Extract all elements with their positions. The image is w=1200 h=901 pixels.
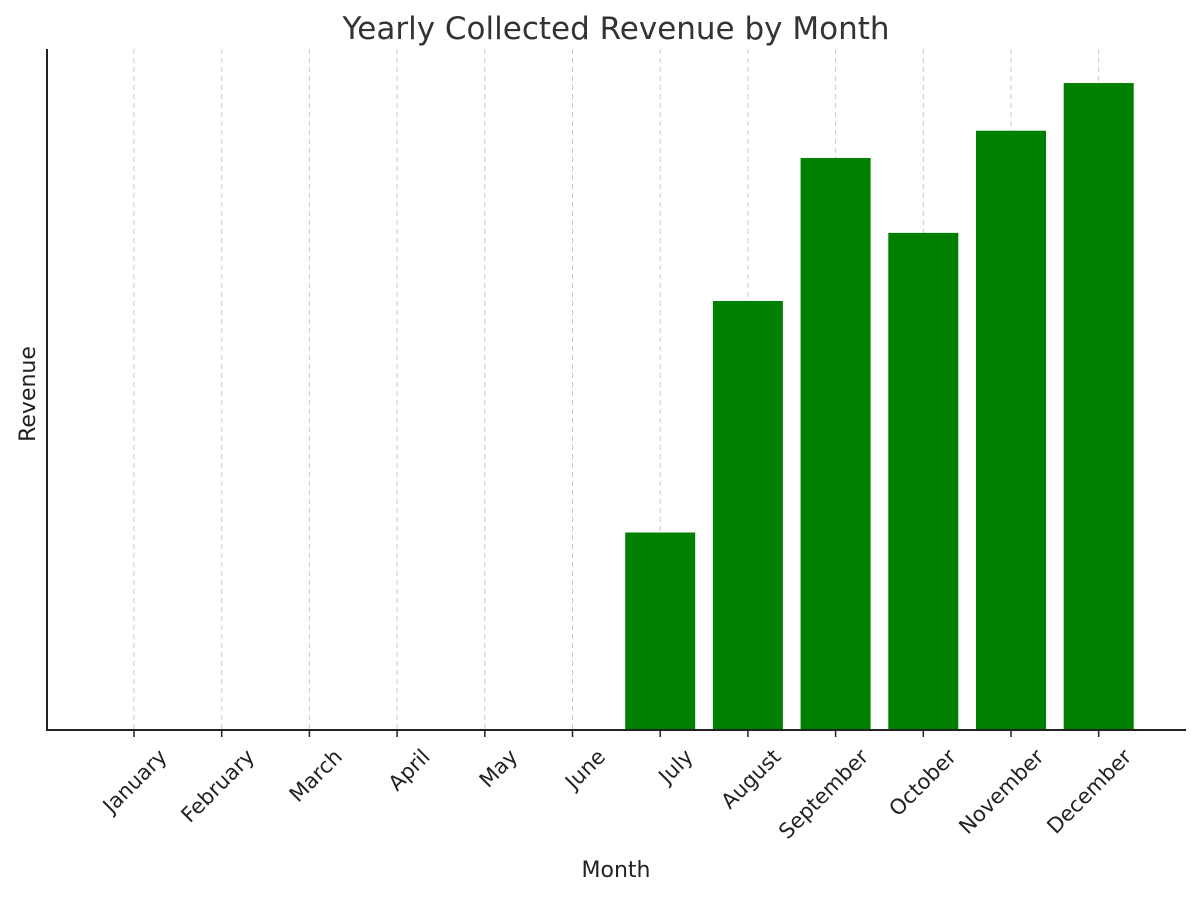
chart-title: Yearly Collected Revenue by Month bbox=[341, 11, 889, 47]
x-tick-label-july: July bbox=[653, 745, 698, 790]
x-tick-label-may: May bbox=[475, 745, 523, 793]
x-tick-labels: January February March April May June July Augu… bbox=[97, 730, 1136, 844]
bar-december bbox=[1063, 83, 1134, 731]
x-tick-label-march: March bbox=[285, 745, 347, 807]
bar-october bbox=[888, 232, 959, 730]
x-tick-label-november: November bbox=[954, 744, 1048, 838]
x-tick-label-august: August bbox=[716, 745, 785, 814]
x-tick-label-april: April bbox=[384, 745, 435, 796]
x-tick-label-october: October bbox=[884, 744, 961, 821]
bar-august bbox=[712, 300, 783, 730]
y-axis-label: Revenue bbox=[16, 346, 41, 442]
x-tick-label-september: September bbox=[774, 744, 873, 843]
bars bbox=[625, 83, 1134, 731]
bar-september bbox=[800, 157, 871, 730]
bar-july bbox=[625, 532, 696, 730]
x-tick-label-june: June bbox=[559, 745, 610, 796]
x-tick-label-january: January bbox=[97, 745, 172, 820]
x-tick-label-february: February bbox=[176, 745, 259, 828]
bar-november bbox=[976, 130, 1046, 731]
x-axis-label: Month bbox=[582, 858, 651, 883]
x-tick-label-december: December bbox=[1042, 744, 1136, 838]
